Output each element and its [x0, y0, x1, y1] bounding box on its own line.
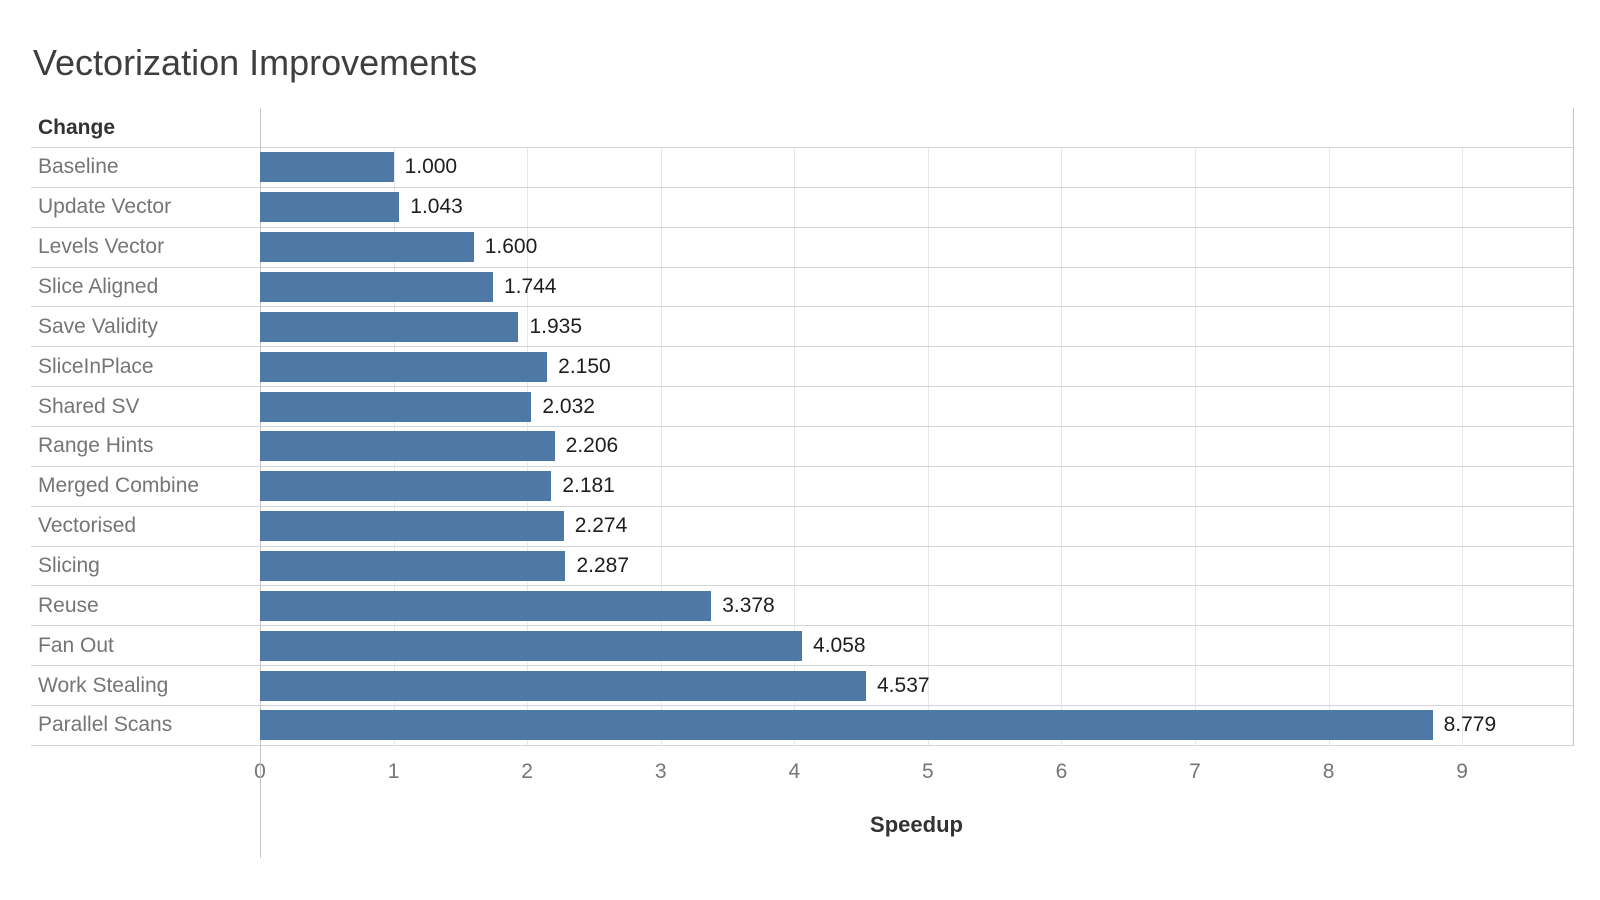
category-label: Reuse: [31, 586, 260, 627]
table-row: 1.744: [260, 268, 1573, 308]
gridline: [1061, 148, 1063, 746]
table-row: 4.537: [260, 666, 1573, 707]
table-row: 1.043: [260, 188, 1573, 228]
x-tick-label: 6: [1055, 760, 1068, 783]
table-row: 1.600: [260, 228, 1573, 268]
plot-area: 1.000 1.043 1.600 1.744 1.935 2.150 2.032 2.206…: [254, 108, 1573, 856]
bar-mark[interactable]: [260, 511, 564, 542]
category-label: Update Vector: [31, 188, 260, 228]
category-labels: Baseline Update Vector Levels Vector Slice …: [31, 148, 260, 746]
bar-mark[interactable]: [260, 471, 552, 502]
x-tick-label: 7: [1189, 760, 1201, 783]
gridline: [1462, 148, 1464, 746]
table-row: 2.150: [260, 347, 1573, 388]
bar-mark[interactable]: [260, 311, 519, 342]
plot-right-border: [1573, 108, 1574, 746]
row-header-column: Change Baseline Update Vector Levels Vecto…: [31, 108, 260, 856]
bar-mark[interactable]: [260, 630, 803, 661]
x-tick-label: 8: [1322, 760, 1335, 783]
category-label: Slicing: [31, 547, 260, 587]
bar-mark[interactable]: [260, 232, 474, 263]
table-row: 2.206: [260, 427, 1573, 467]
category-label: Parallel Scans: [31, 706, 260, 746]
bar-value-label: 8.779: [1443, 713, 1497, 737]
bar-chart: Change Baseline Update Vector Levels Vecto…: [31, 108, 1574, 858]
page-title: Vectorization Improvements: [33, 42, 478, 83]
plot-body: 1.000 1.043 1.600 1.744 1.935 2.150 2.032 2.206…: [260, 148, 1573, 746]
category-label: Range Hints: [31, 427, 260, 467]
bar-value-label: 3.378: [722, 593, 775, 617]
x-axis: 0123456789 Speedup: [254, 746, 1573, 856]
bar-value-label: 2.287: [576, 554, 630, 578]
bar-value-label: 1.000: [404, 155, 458, 179]
x-tick-label: 1: [387, 760, 400, 783]
bar-value-label: 2.206: [565, 434, 619, 458]
category-label: Save Validity: [31, 307, 260, 348]
table-row: 8.779: [260, 706, 1573, 746]
bar-value-label: 4.058: [813, 633, 866, 657]
category-label: SliceInPlace: [31, 347, 260, 388]
table-row: 1.000: [260, 148, 1573, 188]
category-label: Shared SV: [31, 387, 260, 428]
bar-mark[interactable]: [260, 272, 493, 302]
table-row: 1.935: [260, 307, 1573, 348]
category-label: Fan Out: [31, 626, 260, 667]
bar-mark[interactable]: [260, 670, 866, 701]
table-row: 2.274: [260, 507, 1573, 547]
x-tick-label: 9: [1456, 760, 1468, 783]
bar-value-label: 1.043: [410, 195, 463, 219]
bar-value-label: 2.150: [558, 354, 611, 378]
plot-header-spacer: [260, 108, 1573, 148]
bar-mark[interactable]: [260, 192, 400, 223]
bar-mark[interactable]: [260, 152, 394, 183]
bar-mark[interactable]: [260, 551, 566, 582]
x-axis-title: Speedup: [870, 812, 963, 837]
bar-value-label: 2.181: [562, 474, 615, 498]
x-tick-label: 3: [654, 760, 667, 783]
bar-mark[interactable]: [260, 391, 532, 422]
gridline: [1328, 148, 1330, 746]
column-header-change: Change: [31, 108, 260, 148]
bar-mark[interactable]: [260, 590, 712, 621]
bar-value-label: 2.032: [542, 394, 595, 418]
gridline: [660, 148, 662, 746]
category-label: Merged Combine: [31, 467, 260, 507]
bar-mark[interactable]: [260, 710, 1433, 741]
gridline: [794, 148, 796, 746]
table-row: 2.287: [260, 547, 1573, 587]
bar-value-label: 4.537: [877, 673, 930, 697]
category-label: Levels Vector: [31, 228, 260, 268]
bar-value-label: 1.935: [529, 314, 583, 338]
bar-mark[interactable]: [260, 351, 548, 382]
table-row: 4.058: [260, 626, 1573, 667]
category-label: Slice Aligned: [31, 268, 260, 308]
gridline: [1194, 148, 1196, 746]
bar-mark[interactable]: [260, 431, 555, 462]
table-row: 3.378: [260, 586, 1573, 627]
category-label: Baseline: [31, 148, 260, 188]
x-tick-label: 4: [788, 760, 801, 783]
bar-value-label: 1.600: [484, 235, 538, 259]
x-tick-label: 2: [521, 760, 533, 783]
bar-value-label: 2.274: [574, 514, 628, 538]
table-row: 2.032: [260, 387, 1573, 428]
bar-value-label: 1.744: [503, 275, 557, 298]
x-tick-label: 5: [922, 760, 934, 783]
category-label: Vectorised: [31, 507, 260, 547]
table-row: 2.181: [260, 467, 1573, 507]
category-label: Work Stealing: [31, 666, 260, 707]
gridline: [927, 148, 929, 746]
